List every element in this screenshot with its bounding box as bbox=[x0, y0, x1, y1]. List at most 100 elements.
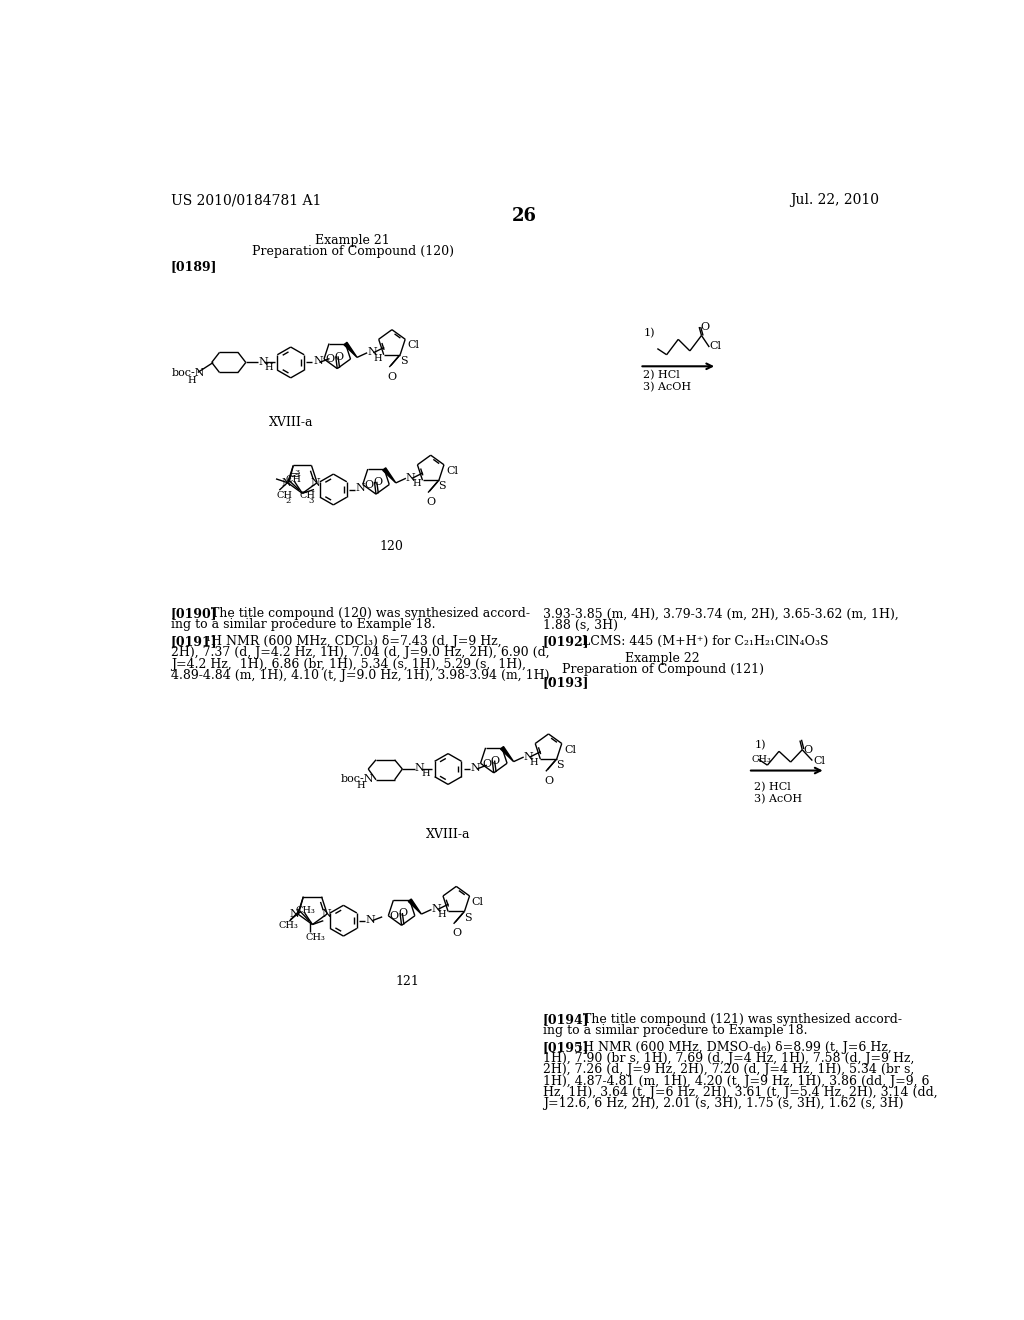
Text: O: O bbox=[482, 759, 492, 768]
Text: 1H), 4.87-4.81 (m, 1H), 4.20 (t, J=9 Hz, 1H), 3.86 (dd, J=9, 6: 1H), 4.87-4.81 (m, 1H), 4.20 (t, J=9 Hz,… bbox=[543, 1074, 929, 1088]
Text: boc-N: boc-N bbox=[341, 774, 375, 784]
Text: CH₃: CH₃ bbox=[306, 933, 326, 942]
Text: H: H bbox=[356, 781, 366, 791]
Text: [0191]: [0191] bbox=[171, 635, 217, 648]
Text: S: S bbox=[399, 356, 408, 366]
Text: N: N bbox=[282, 478, 291, 488]
Text: CH₃: CH₃ bbox=[752, 755, 772, 764]
Text: N: N bbox=[313, 356, 323, 366]
Text: Cl: Cl bbox=[813, 756, 825, 766]
Text: H: H bbox=[421, 770, 430, 777]
Text: 2) HCl: 2) HCl bbox=[755, 781, 791, 792]
Text: O: O bbox=[452, 928, 461, 939]
Text: 3) AcOH: 3) AcOH bbox=[755, 793, 803, 804]
Text: CH: CH bbox=[286, 475, 301, 484]
Text: N: N bbox=[356, 483, 366, 494]
Text: [0195]: [0195] bbox=[543, 1041, 589, 1053]
Text: O: O bbox=[700, 322, 709, 333]
Text: 2H), 7.26 (d, J=9 Hz, 2H), 7.20 (d, J=4 Hz, 1H), 5.34 (br s,: 2H), 7.26 (d, J=9 Hz, 2H), 7.20 (d, J=4 … bbox=[543, 1064, 913, 1076]
Text: H: H bbox=[374, 354, 382, 363]
Text: [0193]: [0193] bbox=[543, 677, 589, 689]
Text: [0190]: [0190] bbox=[171, 607, 217, 620]
Text: Cl: Cl bbox=[408, 341, 420, 350]
Text: Cl: Cl bbox=[710, 341, 721, 351]
Text: O: O bbox=[803, 744, 812, 755]
Text: Cl: Cl bbox=[472, 898, 483, 907]
Text: US 2010/0184781 A1: US 2010/0184781 A1 bbox=[171, 193, 321, 207]
Text: 26: 26 bbox=[512, 207, 538, 224]
Text: O: O bbox=[390, 911, 399, 921]
Text: [0194]: [0194] bbox=[543, 1014, 589, 1026]
Text: CH: CH bbox=[276, 491, 292, 500]
Text: Preparation of Compound (120): Preparation of Compound (120) bbox=[252, 246, 454, 259]
Text: O: O bbox=[545, 776, 553, 785]
Text: XVIII-a: XVIII-a bbox=[268, 416, 313, 429]
Text: 2: 2 bbox=[286, 498, 291, 506]
Text: 121: 121 bbox=[395, 974, 419, 987]
Text: CH₃: CH₃ bbox=[295, 906, 315, 915]
Text: The title compound (121) was synthesized accord-: The title compound (121) was synthesized… bbox=[583, 1014, 902, 1026]
Text: S: S bbox=[556, 760, 564, 770]
Text: 4.89-4.84 (m, 1H), 4.10 (t, J=9.0 Hz, 1H), 3.98-3.94 (m, 1H),: 4.89-4.84 (m, 1H), 4.10 (t, J=9.0 Hz, 1H… bbox=[171, 669, 553, 681]
Text: CH: CH bbox=[299, 491, 315, 500]
Text: N: N bbox=[258, 358, 268, 367]
Text: 2) HCl: 2) HCl bbox=[643, 370, 680, 380]
Text: S: S bbox=[438, 482, 446, 491]
Text: N: N bbox=[311, 478, 321, 488]
Polygon shape bbox=[383, 467, 396, 483]
Text: 2H), 7.37 (d, J=4.2 Hz, 1H), 7.04 (d, J=9.0 Hz, 2H), 6.90 (d,: 2H), 7.37 (d, J=4.2 Hz, 1H), 7.04 (d, J=… bbox=[171, 647, 549, 660]
Polygon shape bbox=[409, 899, 422, 915]
Text: N: N bbox=[366, 915, 376, 924]
Text: XVIII-a: XVIII-a bbox=[426, 829, 470, 841]
Text: O: O bbox=[334, 351, 343, 362]
Text: LCMS: 445 (M+H⁺) for C₂₁H₂₁ClN₄O₃S: LCMS: 445 (M+H⁺) for C₂₁H₂₁ClN₄O₃S bbox=[583, 635, 828, 648]
Text: Example 21: Example 21 bbox=[315, 234, 390, 247]
Text: [0192]: [0192] bbox=[543, 635, 589, 648]
Text: 1.88 (s, 3H): 1.88 (s, 3H) bbox=[543, 619, 617, 631]
Text: [0189]: [0189] bbox=[171, 260, 217, 273]
Text: N: N bbox=[523, 751, 534, 762]
Text: N: N bbox=[431, 904, 441, 913]
Polygon shape bbox=[501, 747, 514, 762]
Text: J=4.2 Hz,  1H), 6.86 (br, 1H), 5.34 (s, 1H), 5.29 (s,  1H),: J=4.2 Hz, 1H), 6.86 (br, 1H), 5.34 (s, 1… bbox=[171, 657, 525, 671]
Text: boc-N: boc-N bbox=[172, 368, 206, 378]
Text: 1): 1) bbox=[755, 739, 766, 750]
Text: Hz, 1H), 3.64 (t, J=6 Hz, 2H), 3.61 (t, J=5.4 Hz, 2H), 3.14 (dd,: Hz, 1H), 3.64 (t, J=6 Hz, 2H), 3.61 (t, … bbox=[543, 1085, 937, 1098]
Text: O: O bbox=[427, 498, 435, 507]
Text: O: O bbox=[373, 478, 382, 487]
Text: CH₃: CH₃ bbox=[279, 921, 298, 931]
Text: H: H bbox=[187, 376, 197, 384]
Text: O: O bbox=[490, 756, 500, 766]
Text: The title compound (120) was synthesized accord-: The title compound (120) was synthesized… bbox=[211, 607, 530, 620]
Text: 120: 120 bbox=[380, 540, 403, 553]
Text: H: H bbox=[529, 758, 539, 767]
Text: H: H bbox=[264, 363, 273, 372]
Text: N: N bbox=[471, 763, 480, 772]
Text: 3: 3 bbox=[309, 498, 314, 506]
Text: O: O bbox=[388, 372, 397, 381]
Text: =: = bbox=[290, 470, 300, 482]
Text: Preparation of Compound (121): Preparation of Compound (121) bbox=[562, 663, 764, 676]
Text: ¹H NMR (600 MHz, CDCl₃) δ=7.43 (d, J=9 Hz,: ¹H NMR (600 MHz, CDCl₃) δ=7.43 (d, J=9 H… bbox=[206, 635, 501, 648]
Text: O: O bbox=[365, 480, 374, 490]
Text: 1H), 7.90 (br s, 1H), 7.69 (d, J=4 Hz, 1H), 7.58 (d, J=9 Hz,: 1H), 7.90 (br s, 1H), 7.69 (d, J=4 Hz, 1… bbox=[543, 1052, 914, 1065]
Text: H: H bbox=[412, 479, 421, 488]
Text: Cl: Cl bbox=[564, 744, 575, 755]
Text: N: N bbox=[406, 473, 416, 483]
Text: Example 22: Example 22 bbox=[626, 652, 700, 665]
Text: Cl: Cl bbox=[446, 466, 458, 477]
Text: ¹H NMR (600 MHz, DMSO-d₆) δ=8.99 (t, J=6 Hz,: ¹H NMR (600 MHz, DMSO-d₆) δ=8.99 (t, J=6… bbox=[578, 1041, 891, 1053]
Text: J=12.6, 6 Hz, 2H), 2.01 (s, 3H), 1.75 (s, 3H), 1.62 (s, 3H): J=12.6, 6 Hz, 2H), 2.01 (s, 3H), 1.75 (s… bbox=[543, 1097, 903, 1110]
Polygon shape bbox=[344, 342, 357, 358]
Text: N: N bbox=[415, 763, 425, 772]
Text: ing to a similar procedure to Example 18.: ing to a similar procedure to Example 18… bbox=[543, 1024, 807, 1038]
Text: 3) AcOH: 3) AcOH bbox=[643, 381, 691, 392]
Text: 3: 3 bbox=[295, 469, 300, 477]
Text: Jul. 22, 2010: Jul. 22, 2010 bbox=[790, 193, 879, 207]
Text: 3.93-3.85 (m, 4H), 3.79-3.74 (m, 2H), 3.65-3.62 (m, 1H),: 3.93-3.85 (m, 4H), 3.79-3.74 (m, 2H), 3.… bbox=[543, 607, 898, 620]
Text: N: N bbox=[368, 347, 377, 358]
Text: O: O bbox=[398, 908, 408, 919]
Text: N: N bbox=[321, 909, 331, 919]
Text: S: S bbox=[464, 912, 472, 923]
Text: 1): 1) bbox=[643, 327, 655, 338]
